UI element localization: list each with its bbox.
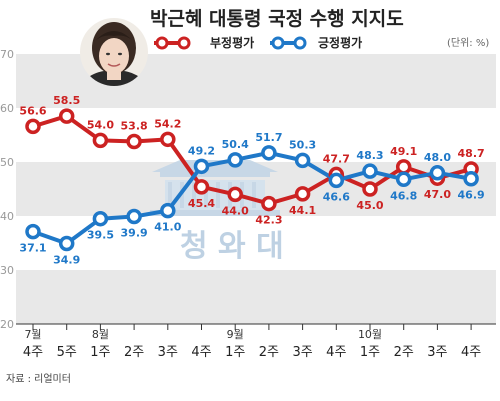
point-positive [193,158,210,175]
month-label: 10월 [358,328,382,341]
point-negative [261,195,277,212]
x-tick-label: 4주 [23,345,43,360]
data-label-negative: 42.3 [255,214,282,227]
point-negative [160,131,176,148]
data-label-negative: 54.0 [87,118,114,131]
x-tick-label: 1주 [90,345,110,360]
x-tick-label: 2주 [394,345,414,360]
data-label-positive: 46.9 [458,189,485,202]
data-label-positive: 37.1 [19,242,46,255]
data-label-negative: 47.7 [323,152,350,165]
x-tick-label: 3주 [292,345,312,360]
data-label-negative: 45.0 [356,199,383,212]
legend-positive-label: 긍정평가 [318,35,362,50]
data-label-negative: 54.2 [154,117,181,130]
x-tick-label: 1주 [360,345,380,360]
month-label: 7월 [24,328,41,341]
point-positive [328,172,345,189]
data-label-positive: 39.9 [121,227,148,240]
point-positive [58,235,75,252]
data-label-negative: 45.4 [188,197,215,210]
point-positive [362,163,378,179]
y-tick-label: 50 [0,156,14,169]
point-positive [395,171,412,188]
y-tick-label: 20 [0,318,14,331]
point-negative [92,132,109,149]
point-positive [126,208,142,225]
data-label-negative: 44.1 [289,204,316,217]
president-portrait [80,18,148,86]
data-label-negative: 56.6 [19,104,46,117]
month-label: 8월 [92,328,109,341]
point-negative [362,181,378,197]
y-tick-label: 70 [0,48,14,61]
y-axis: 20 30 40 50 60 70 [0,48,14,331]
band-20-30 [16,270,496,324]
legend-positive-marker [271,36,285,50]
x-tick-label: 4주 [326,345,346,360]
point-positive [429,165,446,181]
x-tick-label: 4주 [191,345,211,360]
point-negative [227,186,243,203]
point-negative [58,108,75,124]
point-positive [160,202,176,219]
data-label-negative: 53.8 [121,119,148,132]
point-negative [126,133,142,150]
legend-negative-label: 부정평가 [210,35,254,50]
unit-label: (단위: %) [447,36,489,49]
data-label-positive: 39.5 [87,229,114,242]
x-tick-label: 2주 [124,345,144,360]
point-positive [227,152,243,168]
point-positive [25,223,41,240]
legend: 부정평가 긍정평가 [154,35,362,50]
data-label-positive: 51.7 [255,131,282,144]
series-layer [25,108,479,252]
data-label-positive: 50.4 [222,138,249,151]
data-label-positive: 46.6 [323,190,350,203]
chart-title: 박근혜 대통령 국정 수행 지지도 [150,8,404,30]
x-tick-label: 3주 [427,345,447,360]
data-label-positive: 48.0 [424,151,451,164]
source-label: 자료 : 리얼미터 [6,373,71,385]
x-axis: 4주 5주 1주 2주 3주 4주 1주 2주 3주 4주 1주 2주 3주 4주 7월 8월 9월 10월 [23,324,481,360]
data-labels: 56.6 58.5 54.0 53.8 54.2 45.4 44.0 42.3 44.1 47.7… [19,94,484,266]
watermark-text: 청 와 대 [180,229,284,264]
data-label-negative: 47.0 [424,188,451,201]
data-label-positive: 50.3 [289,138,316,151]
point-negative [395,159,412,175]
data-label-negative: 49.1 [390,145,417,158]
data-label-positive: 49.2 [188,144,215,157]
data-label-negative: 44.0 [222,204,249,217]
y-tick-label: 40 [0,210,14,223]
x-tick-label: 2주 [259,345,279,360]
data-label-positive: 41.0 [154,221,181,234]
point-positive [92,210,109,227]
legend-negative-marker [155,36,169,50]
point-negative [193,179,210,195]
y-tick-label: 30 [0,264,14,277]
data-label-negative: 48.7 [458,147,485,160]
x-tick-label: 3주 [158,345,178,360]
data-label-negative: 58.5 [53,94,80,107]
x-tick-label: 4주 [461,345,481,360]
point-negative [294,186,311,202]
x-tick-label: 1주 [225,345,245,360]
month-label: 9월 [227,328,244,341]
point-positive [294,152,311,169]
data-label-positive: 34.9 [53,254,80,267]
point-positive [463,170,479,187]
point-negative [25,118,41,135]
point-positive [261,145,277,161]
data-label-positive: 48.3 [356,149,383,162]
data-label-positive: 46.8 [390,189,417,202]
y-tick-label: 60 [0,102,14,115]
x-tick-label: 5주 [57,345,77,360]
